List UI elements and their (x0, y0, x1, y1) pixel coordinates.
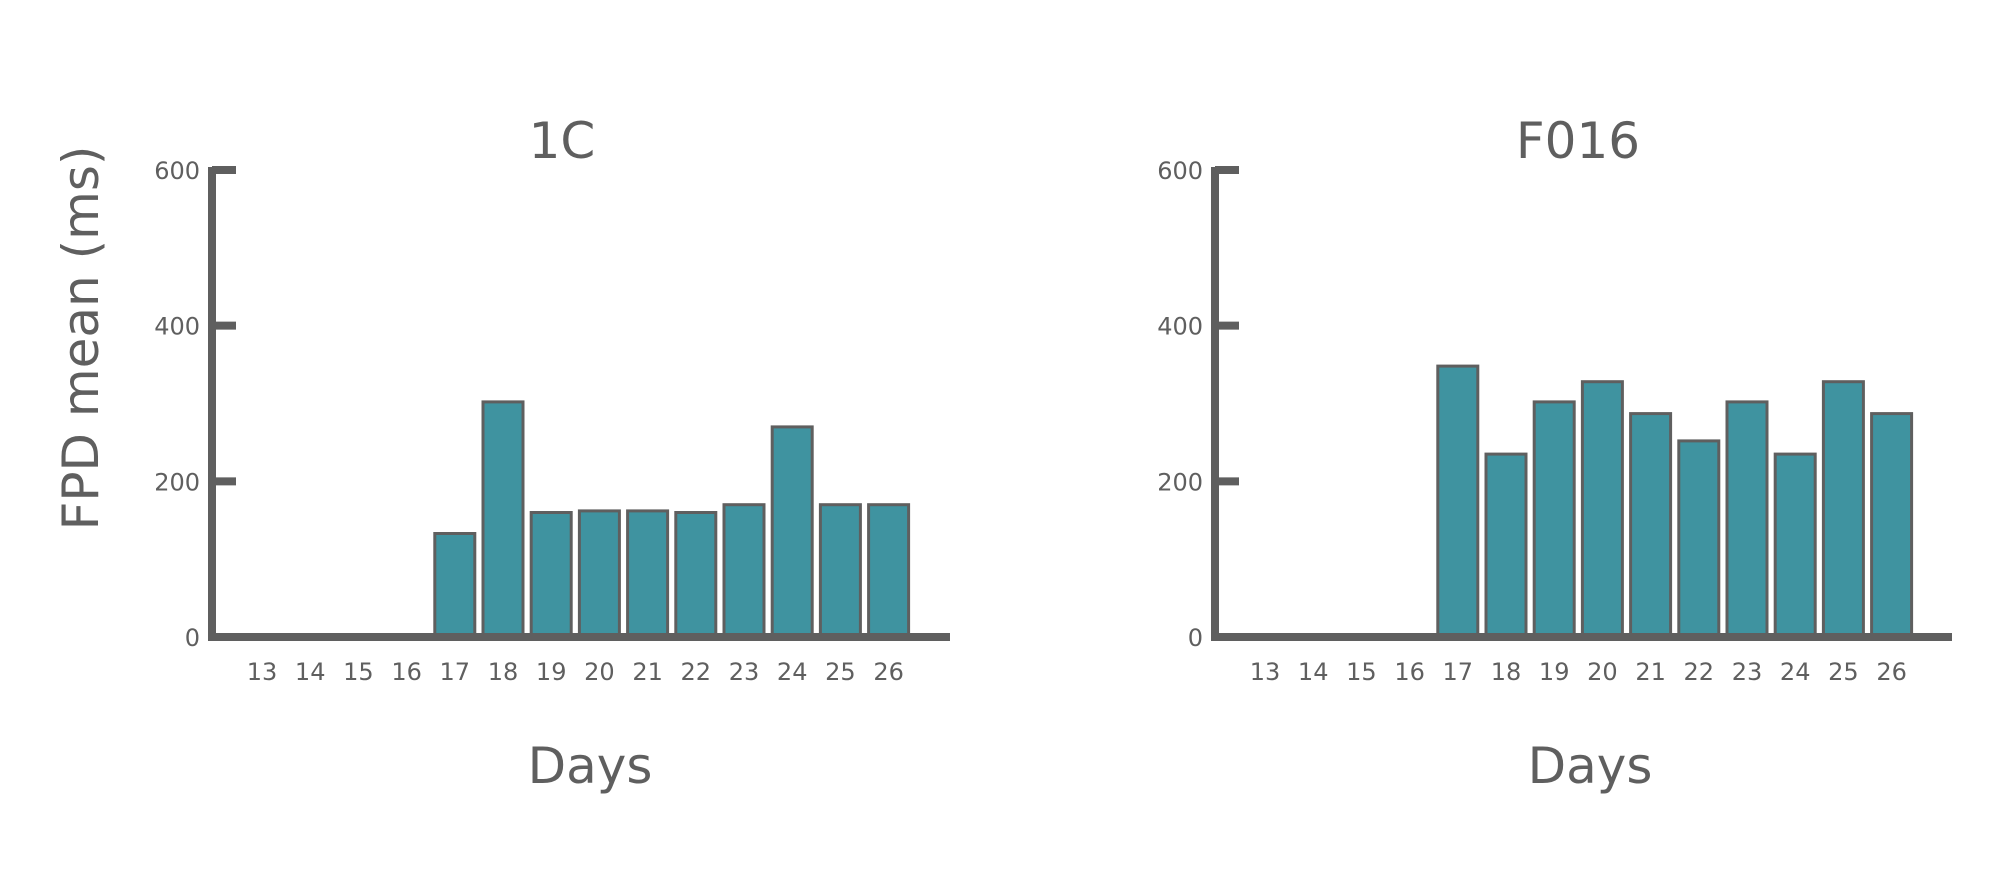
panel1-x-tick-label-25: 25 (825, 658, 856, 686)
panel1-x-tick-label-24: 24 (777, 658, 808, 686)
panel2-x-axis-label: Days (1528, 737, 1653, 795)
panel1-x-tick-label-17: 17 (440, 658, 471, 686)
panel2-x-tick-label-25: 25 (1828, 658, 1859, 686)
panel2-x-tick-label-19: 19 (1539, 658, 1570, 686)
panel2-y-tick-label-0: 0 (1188, 624, 1203, 652)
panel2-x-tick-label-20: 20 (1587, 658, 1618, 686)
panel1-x-tick-label-23: 23 (729, 658, 760, 686)
panel2-y-tick-label-400: 400 (1157, 313, 1203, 341)
panel2-bar-24 (1773, 452, 1817, 639)
panel1-bar-23 (722, 503, 766, 639)
panel1-y-tick-label-200: 200 (154, 468, 200, 496)
panel1-title: 1C (529, 112, 596, 170)
panel1-x-axis-label: Days (528, 737, 653, 795)
panel2-x-tick-label-16: 16 (1394, 658, 1425, 686)
panel2-bar-19 (1532, 400, 1576, 639)
panel2-bar-22 (1677, 439, 1721, 639)
panel2-title: F016 (1516, 112, 1640, 170)
panel1-bar-18 (481, 400, 525, 639)
panel1-x-tick-label-26: 26 (873, 658, 904, 686)
panel2-x-tick-label-17: 17 (1443, 658, 1474, 686)
panel2-bar-17 (1436, 364, 1480, 639)
panel2-x-tick-label-23: 23 (1732, 658, 1763, 686)
panel2-bar-25 (1821, 380, 1865, 639)
panel2-bar-23 (1725, 400, 1769, 639)
panel1-y-tick-label-600: 600 (154, 157, 200, 185)
panel1-x-tick-label-21: 21 (632, 658, 663, 686)
panel1-bar-19 (529, 511, 573, 639)
panel1-x-tick-label-14: 14 (295, 658, 326, 686)
panel2-bar-26 (1870, 412, 1914, 639)
chart-panel-f016: 0 200 400 600 13 14 15 16 17 18 19 20 21 22 23 24 25 26 F0… (1157, 112, 1952, 795)
panel2-x-tick-label-14: 14 (1298, 658, 1329, 686)
panel2-x-tick-label-22: 22 (1684, 658, 1715, 686)
panel1-bar-17 (433, 532, 477, 639)
panel1-x-tick-label-22: 22 (681, 658, 712, 686)
panel1-bar-21 (626, 509, 670, 639)
panel2-x-tick-label-26: 26 (1876, 658, 1907, 686)
panel1-bar-22 (674, 511, 718, 639)
panel1-y-tick-label-0: 0 (185, 624, 200, 652)
panel1-bar-25 (818, 503, 862, 639)
panel2-x-tick-label-24: 24 (1780, 658, 1811, 686)
panel2-x-tick-label-13: 13 (1250, 658, 1281, 686)
panel1-bar-24 (770, 425, 814, 639)
panel2-x-tick-label-15: 15 (1346, 658, 1377, 686)
panel1-y-axis-label: FPD mean (ms) (52, 146, 110, 531)
panel1-bar-26 (867, 503, 911, 639)
panel1-x-tick-label-18: 18 (488, 658, 519, 686)
panel2-bar-20 (1580, 380, 1624, 639)
panel2-y-tick-label-200: 200 (1157, 468, 1203, 496)
chart-panel-1c: 0 200 400 600 13 14 15 16 17 18 19 20 21 22 23 24 25 26 1C… (52, 112, 950, 795)
panel2-y-tick-label-600: 600 (1157, 157, 1203, 185)
panel2-x-tick-label-21: 21 (1635, 658, 1666, 686)
panel1-x-tick-label-19: 19 (536, 658, 567, 686)
panel1-x-tick-label-15: 15 (343, 658, 374, 686)
panel2-x-tick-label-18: 18 (1491, 658, 1522, 686)
panel2-bar-21 (1629, 412, 1673, 639)
panel1-x-tick-label-20: 20 (584, 658, 615, 686)
panel1-y-tick-label-400: 400 (154, 313, 200, 341)
panel1-bar-20 (577, 509, 621, 639)
panel1-x-tick-label-13: 13 (247, 658, 278, 686)
panel1-x-tick-label-16: 16 (391, 658, 422, 686)
panel2-bar-18 (1484, 452, 1528, 639)
